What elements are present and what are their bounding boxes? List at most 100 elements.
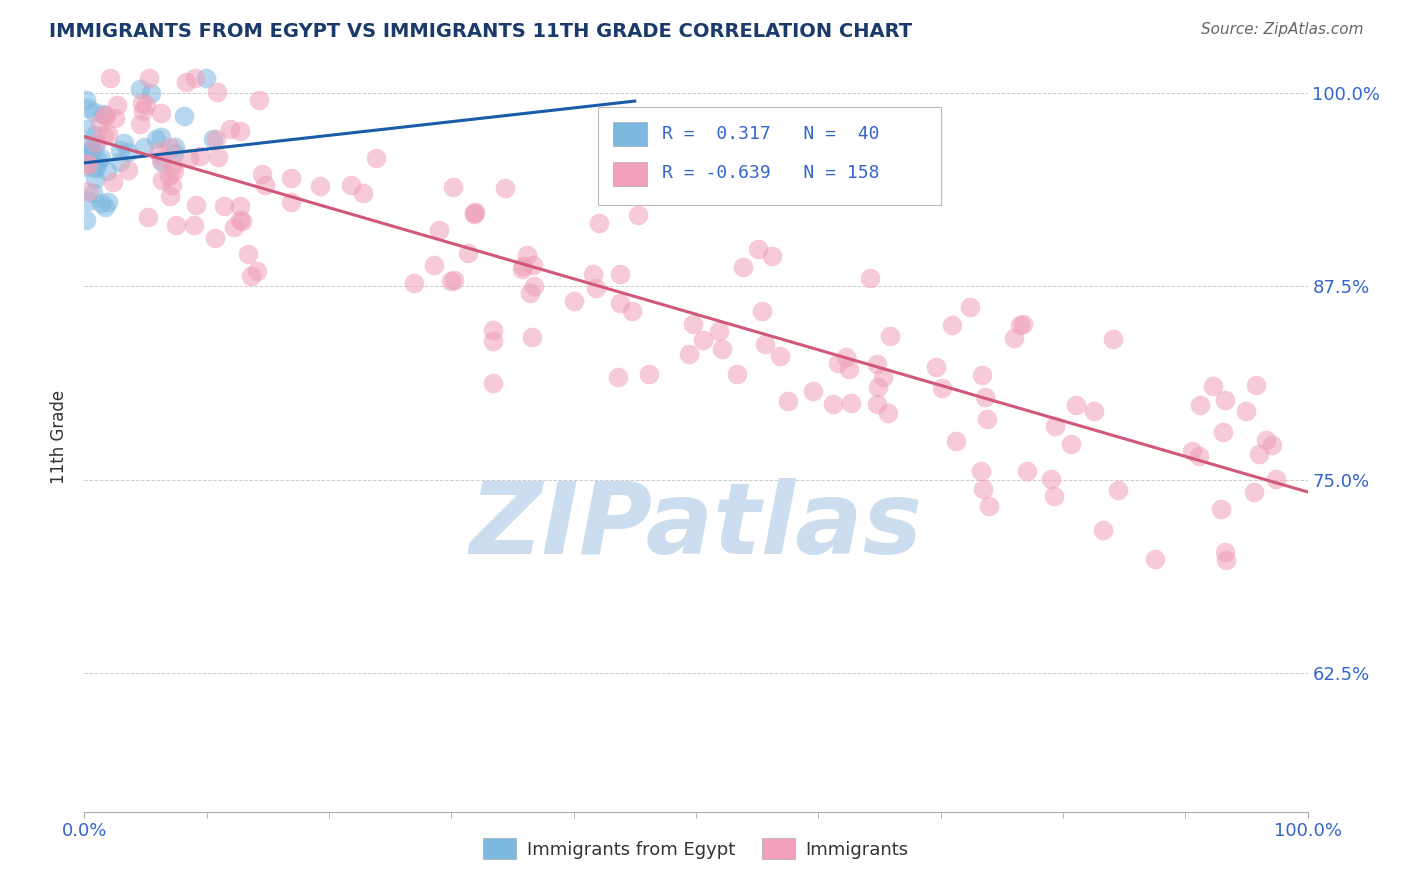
Point — [1254, 433, 1277, 447]
Point — [609, 295, 631, 310]
Point — [183, 218, 205, 232]
Point — [150, 130, 173, 145]
Text: R =  0.317   N =  40: R = 0.317 N = 40 — [662, 125, 879, 143]
Point — [972, 368, 994, 383]
Point — [97, 195, 120, 210]
Point — [482, 323, 505, 337]
Point — [931, 381, 953, 395]
Point — [145, 132, 167, 146]
Point — [83, 128, 105, 142]
Point — [90, 152, 112, 166]
Point — [866, 397, 889, 411]
Point — [77, 101, 100, 115]
Point — [839, 395, 862, 409]
Point — [207, 85, 229, 99]
Point — [515, 247, 537, 261]
Point — [77, 138, 100, 153]
Point — [692, 334, 714, 348]
Point — [510, 261, 533, 276]
Point — [959, 300, 981, 314]
Point — [1213, 545, 1236, 559]
Point — [441, 180, 464, 194]
Point — [443, 273, 465, 287]
Point — [163, 164, 186, 178]
Point — [231, 214, 253, 228]
Point — [77, 194, 100, 208]
Point — [254, 178, 277, 193]
Point — [972, 482, 994, 496]
Point — [1188, 398, 1211, 412]
Point — [340, 178, 363, 192]
Point — [91, 107, 114, 121]
Point — [103, 174, 125, 188]
Point — [77, 185, 100, 199]
Point — [87, 153, 110, 168]
Point — [104, 111, 127, 125]
Point — [250, 168, 273, 182]
Point — [970, 464, 993, 478]
Point — [1181, 443, 1204, 458]
Point — [229, 198, 252, 212]
Point — [751, 303, 773, 318]
Point — [75, 161, 97, 175]
Point — [1043, 489, 1066, 503]
Point — [835, 351, 858, 365]
Point — [627, 208, 650, 222]
Point — [84, 161, 107, 176]
Point — [112, 136, 135, 150]
Point — [821, 397, 844, 411]
Point — [520, 329, 543, 343]
Point — [638, 368, 661, 382]
Text: ZIPatlas: ZIPatlas — [470, 478, 922, 575]
Point — [205, 132, 228, 146]
Point — [246, 263, 269, 277]
Point — [1039, 472, 1062, 486]
Point — [876, 407, 898, 421]
Text: R = -0.639   N = 158: R = -0.639 N = 158 — [662, 164, 879, 182]
Point — [562, 294, 585, 309]
Point — [678, 347, 700, 361]
Point — [98, 70, 121, 85]
Point — [117, 145, 139, 159]
Point — [224, 220, 246, 235]
Point — [309, 179, 332, 194]
Point — [90, 196, 112, 211]
Point — [82, 186, 104, 200]
Point — [1215, 553, 1237, 567]
Point — [709, 324, 731, 338]
Bar — [613, 122, 647, 146]
Point — [83, 104, 105, 119]
Point — [352, 186, 374, 200]
Point — [97, 127, 120, 141]
Point — [162, 178, 184, 192]
Point — [1261, 437, 1284, 451]
Point — [494, 180, 516, 194]
Point — [173, 109, 195, 123]
Point — [1012, 318, 1035, 332]
Point — [1244, 377, 1267, 392]
Point — [457, 246, 479, 260]
Point — [1092, 523, 1115, 537]
Point — [866, 357, 889, 371]
Point — [609, 267, 631, 281]
Y-axis label: 11th Grade: 11th Grade — [51, 390, 69, 484]
Point — [132, 140, 155, 154]
Point — [1211, 502, 1233, 516]
Point — [1212, 425, 1234, 440]
Point — [135, 97, 157, 112]
Point — [108, 143, 131, 157]
Point — [207, 150, 229, 164]
Point — [979, 499, 1001, 513]
Point — [79, 146, 101, 161]
Point — [364, 151, 387, 165]
Point — [976, 412, 998, 426]
Point — [229, 212, 252, 227]
Point — [186, 197, 208, 211]
Point — [621, 303, 644, 318]
Point — [84, 136, 107, 151]
Point — [93, 128, 115, 142]
Point — [463, 205, 485, 219]
Point — [402, 277, 425, 291]
Point — [1002, 331, 1025, 345]
Point — [157, 169, 180, 183]
